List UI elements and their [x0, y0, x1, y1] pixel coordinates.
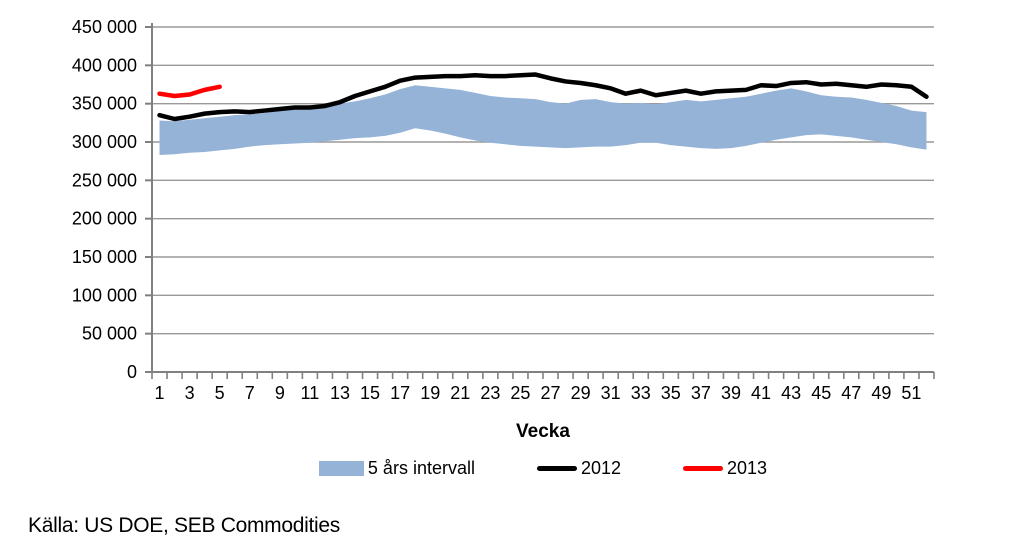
x-axis-title: Vecka — [516, 421, 570, 442]
series — [157, 72, 929, 156]
x-tick-label: 17 — [390, 383, 410, 403]
x-tick-label: 5 — [215, 383, 225, 403]
x-tick-label: 23 — [480, 383, 500, 403]
y-tick-label: 400 000 — [72, 55, 137, 75]
y-tick-label: 350 000 — [72, 94, 137, 114]
line-2013 — [157, 84, 222, 99]
x-tick-label: 27 — [541, 383, 561, 403]
x-tick-label: 1 — [155, 383, 165, 403]
x-tick-label: 15 — [360, 383, 380, 403]
legend-label-band: 5 års intervall — [367, 458, 475, 478]
y-tick-label: 200 000 — [72, 209, 137, 229]
x-tick-label: 49 — [871, 383, 891, 403]
x-tick-label: 29 — [571, 383, 591, 403]
legend-label-2012: 2012 — [580, 458, 622, 478]
weekly-inventory-chart: 0 50 000 100 000 150 000 200 000 250 000 300 0… — [72, 17, 935, 403]
x-tick-label: 7 — [245, 383, 255, 403]
x-tick-label: 33 — [631, 383, 651, 403]
x-tick-label: 21 — [450, 383, 470, 403]
x-tick-label: 35 — [661, 383, 681, 403]
x-tick-label: 11 — [301, 383, 320, 403]
x-tick-label: 9 — [275, 383, 285, 403]
x-tick-label: 45 — [811, 383, 831, 403]
line-2013-swatch — [683, 466, 724, 471]
chart-legend: 5 års intervall 2012 2013 — [152, 458, 934, 479]
band-swatch — [318, 461, 364, 476]
x-tick-label: 13 — [330, 383, 350, 403]
x-tick-label: 51 — [901, 383, 921, 403]
x-tick-label: 41 — [751, 383, 771, 403]
y-tick-label: 250 000 — [72, 170, 137, 190]
legend-label-2013: 2013 — [727, 458, 768, 478]
legend-item-band: 5 års intervall — [318, 458, 475, 479]
line-2012 — [157, 72, 929, 122]
legend-item-2013: 2013 — [683, 458, 767, 479]
source-note: Källa: US DOE, SEB Commodities — [28, 514, 340, 537]
y-tick-label: 50 000 — [82, 324, 137, 344]
gridlines — [152, 26, 934, 335]
y-tick-label: 450 000 — [72, 17, 137, 37]
line-2012-swatch — [536, 466, 577, 471]
band-5yr-interval — [159, 85, 927, 156]
x-tick-label: 19 — [420, 383, 440, 403]
y-tick-label: 150 000 — [72, 247, 137, 267]
x-tick-label: 3 — [185, 383, 195, 403]
legend-item-2012: 2012 — [536, 458, 622, 479]
y-tick-label: 300 000 — [72, 132, 137, 152]
axes: 0 50 000 100 000 150 000 200 000 250 000 300 0… — [72, 17, 935, 403]
y-tick-label: 100 000 — [72, 285, 137, 305]
x-tick-label: 37 — [691, 383, 711, 403]
x-tick-label: 47 — [841, 383, 861, 403]
x-tick-label: 43 — [781, 383, 801, 403]
x-tick-label: 31 — [601, 383, 621, 403]
x-tick-label: 25 — [510, 383, 530, 403]
x-tick-label: 39 — [721, 383, 741, 403]
y-tick-label: 0 — [127, 362, 137, 382]
